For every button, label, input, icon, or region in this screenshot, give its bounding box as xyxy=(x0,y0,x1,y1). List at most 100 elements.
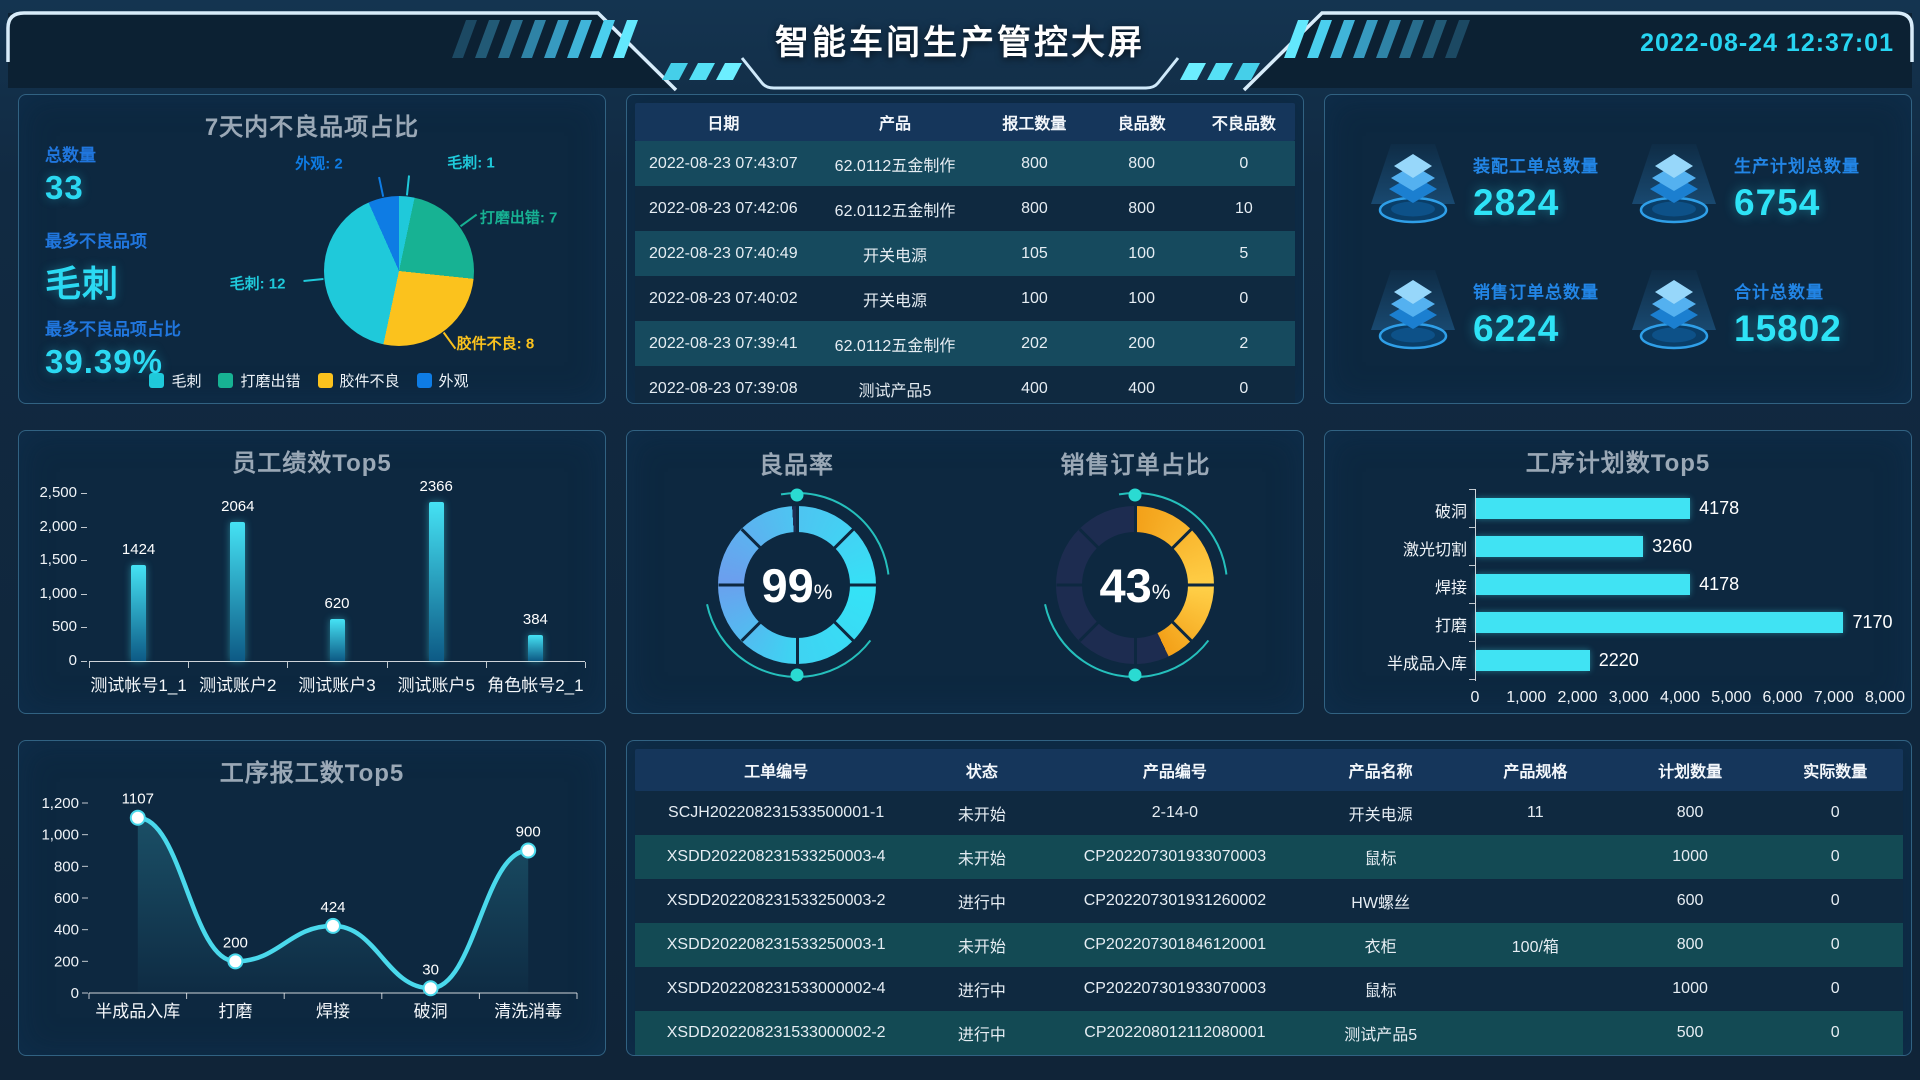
bar-value: 2220 xyxy=(1598,650,1639,670)
x-tick-label: 6,000 xyxy=(1762,689,1803,706)
x-tick-label: 8,000 xyxy=(1864,689,1906,706)
gauge-hole xyxy=(744,532,850,638)
panel-employee-performance: 员工绩效Top5 0 500 1,000 1,500 2,000 2,500 1424 测试帐… xyxy=(18,430,606,714)
cell: CP202207301933070003 xyxy=(1083,980,1267,997)
cell: 500 xyxy=(1676,1024,1704,1041)
bar xyxy=(428,502,444,661)
clock: 2022-08-24 12:37:01 xyxy=(1640,29,1894,57)
y-tick xyxy=(1469,679,1475,680)
cell: 0 xyxy=(1830,892,1840,909)
y-tick xyxy=(81,661,87,662)
cell: 800 xyxy=(1128,154,1155,172)
stat-value: 毛刺 xyxy=(45,263,120,304)
y-category-label: 打磨 xyxy=(1434,618,1467,635)
cell: 未开始 xyxy=(957,939,1006,956)
y-category-label: 半成品入库 xyxy=(1386,656,1467,673)
pie-slice-label: 外观: 2 xyxy=(295,155,343,173)
gauge-unit: % xyxy=(813,581,833,604)
page-title: 智能车间生产管控大屏 xyxy=(775,24,1145,62)
card-label: 销售订单总数量 xyxy=(1473,283,1599,302)
stat-label: 最多不良品项 xyxy=(45,232,147,251)
cell: 2022-08-23 07:43:07 xyxy=(649,154,798,172)
pie-chart: 毛刺: 1 打磨出错: 7 胶件不良: 8 毛刺: 12 外观: 2 xyxy=(169,141,605,381)
table-row: SCJH202208231533500001-1 未开始 2-14-0 开关电源 11 8… xyxy=(635,791,1903,835)
table-row: 2022-08-23 07:40:02 开关电源 100 100 0 xyxy=(635,276,1295,321)
cell: 62.0112五金制作 xyxy=(834,157,956,175)
card-value: 2824 xyxy=(1473,182,1560,223)
cell: 2022-08-23 07:39:08 xyxy=(649,379,798,397)
y-tick xyxy=(1469,489,1475,490)
summary-card: 销售订单总数量 6224 xyxy=(1365,251,1626,377)
bar-value: 4178 xyxy=(1699,574,1740,594)
column-header: 产品规格 xyxy=(1503,764,1568,781)
cell: 62.0112五金制作 xyxy=(834,337,956,355)
cell: 0 xyxy=(1239,289,1249,307)
summary-card: 生产计划总数量 6754 xyxy=(1626,125,1887,251)
cell: 100 xyxy=(1021,289,1048,307)
bar-value: 2366 xyxy=(419,478,453,495)
panel-process-report: 工序报工数Top5 0 200 400 600 800 1,000 1,200 1107 半成品… xyxy=(18,740,606,1056)
table-row: 2022-08-23 07:42:06 62.0112五金制作 800 800 10 xyxy=(635,186,1295,231)
x-tick-label: 0 xyxy=(1470,689,1480,706)
cell: 鼠标 xyxy=(1364,851,1397,868)
yield-gauge: 99% xyxy=(697,485,897,685)
column-header: 日期 xyxy=(707,116,740,133)
bar-value: 3260 xyxy=(1652,536,1693,556)
column-header: 产品名称 xyxy=(1348,764,1413,781)
x-tick-label: 1,000 xyxy=(1506,689,1547,706)
cell: XSDD202208231533250003-1 xyxy=(666,936,886,953)
gauge-title: 良品率 xyxy=(759,452,834,479)
table-row: 2022-08-23 07:40:49 开关电源 105 100 5 xyxy=(635,231,1295,276)
cell: CP202208012112080001 xyxy=(1084,1024,1266,1041)
x-tick-label: 7,000 xyxy=(1813,689,1854,706)
cell: 0 xyxy=(1239,154,1249,172)
gauge-decoration xyxy=(697,485,897,685)
svg-text:200: 200 xyxy=(54,953,79,970)
cell: 200 xyxy=(1128,334,1155,352)
y-tick-label: 1,000 xyxy=(39,584,77,602)
cell: 600 xyxy=(1676,892,1704,909)
panel-process-plan: 工序计划数Top5 破洞 4178 激光切割 3260 焊接 4178 打磨 7170 半成品入… xyxy=(1324,430,1912,714)
x-category-label: 测试账户3 xyxy=(298,676,376,695)
cell: 进行中 xyxy=(957,983,1006,1000)
cell: 鼠标 xyxy=(1364,983,1397,1000)
cell: 进行中 xyxy=(957,1027,1006,1044)
column-header: 计划数量 xyxy=(1658,764,1723,781)
card-label: 生产计划总数量 xyxy=(1734,157,1860,176)
sales-gauge: 43% xyxy=(1035,485,1235,685)
cell: 11 xyxy=(1527,804,1544,821)
gauge-number: 99 xyxy=(761,558,814,612)
column-header: 报工数量 xyxy=(1002,116,1067,133)
cell: 2022-08-23 07:39:41 xyxy=(649,334,798,352)
y-tick xyxy=(81,627,87,629)
cell: 100/箱 xyxy=(1511,939,1559,956)
gauge-unit: % xyxy=(1151,581,1171,604)
y-tick xyxy=(81,526,87,528)
legend-chip xyxy=(416,373,432,388)
stat-total: 总数量 33 xyxy=(45,141,96,207)
cell: XSDD202208231533250003-2 xyxy=(666,892,886,909)
table-row: XSDD202208231533250003-2 进行中 CP20220730193… xyxy=(635,879,1903,923)
y-tick xyxy=(81,493,87,494)
pie-slice-label: 胶件不良: 8 xyxy=(456,335,535,353)
card-text: 生产计划总数量 6754 xyxy=(1734,152,1860,224)
report-table: 日期 产品 报工数量 良品数 不良品数 2022-08-23 07:43:07 62.011… xyxy=(635,103,1295,403)
cell: 测试产品5 xyxy=(1344,1027,1418,1044)
legend-chip xyxy=(218,373,234,388)
card-value: 15802 xyxy=(1734,308,1842,349)
y-tick xyxy=(1469,603,1475,604)
cell: 202 xyxy=(1021,334,1048,352)
gauge-value: 43% xyxy=(1035,485,1235,685)
cell: 800 xyxy=(1128,199,1155,217)
x-axis xyxy=(89,661,585,662)
x-category-label: 测试帐号1_1 xyxy=(90,676,187,695)
cell: 105 xyxy=(1021,244,1048,262)
cell: CP202207301931260002 xyxy=(1083,892,1267,909)
stat-value: 39.39% xyxy=(45,343,163,380)
legend-item: 胶件不良 xyxy=(317,370,400,391)
cell: 100 xyxy=(1128,244,1155,262)
x-category-label: 角色帐号2_1 xyxy=(487,676,584,695)
panel-summary-cards: 装配工单总数量 2824 生产计划总数量 6754 销售订单总数量 6224 xyxy=(1324,94,1912,404)
y-tick xyxy=(1469,641,1475,642)
cell: 开关电源 xyxy=(862,292,927,310)
